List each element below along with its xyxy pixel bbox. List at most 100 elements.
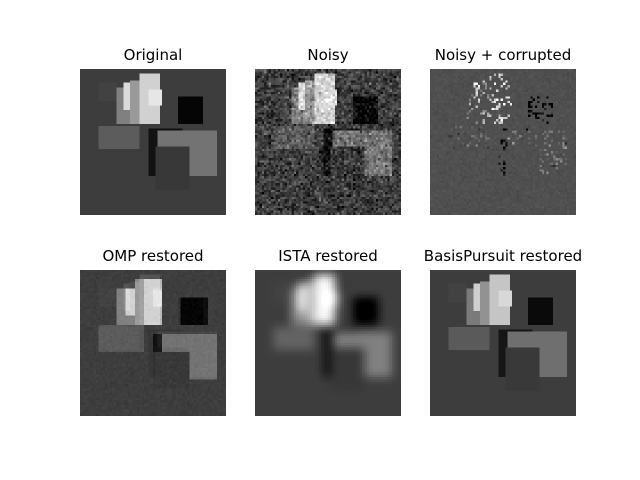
heatmap-cell xyxy=(205,144,208,147)
heatmap-cell xyxy=(264,84,267,88)
heatmap-cell xyxy=(89,153,92,156)
heatmap-cell xyxy=(366,87,370,90)
heatmap-cell xyxy=(286,89,290,92)
heatmap-cell xyxy=(153,98,156,101)
heatmap-cell xyxy=(91,71,94,74)
heatmap-cell xyxy=(168,75,172,79)
heatmap-cell xyxy=(366,80,370,83)
heatmap-cell xyxy=(150,167,154,170)
heatmap-cell xyxy=(191,157,195,161)
heatmap-cell xyxy=(187,162,190,165)
heatmap-cell xyxy=(93,130,97,133)
heatmap-cell xyxy=(212,107,215,111)
heatmap-cell xyxy=(194,205,197,209)
heatmap-cell xyxy=(180,80,183,83)
heatmap-cell xyxy=(214,135,217,138)
heatmap-cell xyxy=(212,169,215,172)
heatmap-cell xyxy=(159,146,163,149)
heatmap-cell xyxy=(153,94,156,97)
heatmap-cell xyxy=(164,144,167,147)
heatmap-cell xyxy=(95,205,99,209)
heatmap-cell xyxy=(82,73,85,76)
heatmap-cell xyxy=(223,212,226,215)
heatmap-cell xyxy=(155,157,158,161)
heatmap-cell xyxy=(282,71,285,74)
heatmap-cell xyxy=(375,91,379,95)
heatmap-cell xyxy=(162,100,165,104)
heatmap-cell xyxy=(221,148,224,152)
heatmap-cell xyxy=(114,187,117,190)
heatmap-cell xyxy=(200,169,204,172)
heatmap-cell xyxy=(223,121,226,124)
heatmap-cell xyxy=(196,201,199,204)
heatmap-cell xyxy=(84,89,87,92)
heatmap-cell xyxy=(109,123,112,127)
heatmap-cell xyxy=(143,189,147,193)
heatmap-cell xyxy=(80,210,83,213)
heatmap-cell xyxy=(385,98,388,101)
heatmap-cell xyxy=(207,112,211,115)
heatmap-cell xyxy=(212,126,215,129)
heatmap-cell xyxy=(116,201,119,204)
heatmap-cell xyxy=(130,148,133,152)
heatmap-cell xyxy=(210,178,213,181)
heatmap-cell xyxy=(189,169,192,172)
heatmap-cell xyxy=(325,71,329,74)
heatmap-cell xyxy=(164,208,167,211)
heatmap-cell xyxy=(89,205,92,209)
heatmap-cell xyxy=(162,119,165,122)
heatmap-cell xyxy=(123,80,126,83)
heatmap-cell xyxy=(323,89,326,92)
heatmap-cell xyxy=(189,171,192,174)
heatmap-cell xyxy=(219,73,222,76)
heatmap-cell xyxy=(198,107,201,111)
heatmap-cell xyxy=(118,110,122,113)
heatmap-cell xyxy=(178,171,181,174)
heatmap-cell xyxy=(153,130,156,133)
heatmap-cell xyxy=(127,203,131,206)
heatmap-cell xyxy=(375,75,379,79)
heatmap-cell xyxy=(98,208,101,211)
heatmap-cell xyxy=(93,160,97,163)
heatmap-cell xyxy=(162,69,165,72)
heatmap-cell xyxy=(137,153,140,156)
heatmap-cell xyxy=(100,144,103,147)
heatmap-cell xyxy=(261,82,265,86)
heatmap-cell xyxy=(355,78,358,81)
heatmap-cell xyxy=(180,155,183,159)
heatmap-cell xyxy=(219,203,222,206)
heatmap-cell xyxy=(191,105,195,108)
heatmap-cell xyxy=(86,153,90,156)
heatmap-cell xyxy=(255,69,258,72)
heatmap-cell xyxy=(194,73,197,76)
heatmap-cell xyxy=(132,167,135,170)
heatmap-cell xyxy=(219,210,222,213)
heatmap-cell xyxy=(155,73,158,76)
heatmap-cell xyxy=(359,80,363,83)
heatmap-cell xyxy=(189,160,192,163)
heatmap-cell xyxy=(221,91,224,95)
heatmap-cell xyxy=(300,87,303,90)
heatmap-cell xyxy=(223,203,226,206)
heatmap-cell xyxy=(148,199,151,202)
heatmap-cell xyxy=(341,78,345,81)
heatmap-cell xyxy=(194,180,197,184)
heatmap-cell xyxy=(200,82,204,86)
heatmap-cell xyxy=(114,171,117,174)
heatmap-cell xyxy=(396,78,399,81)
heatmap-cell xyxy=(102,91,106,95)
heatmap-cell xyxy=(102,178,106,181)
heatmap-cell xyxy=(207,87,211,90)
heatmap-cell xyxy=(155,128,158,131)
heatmap-cell xyxy=(137,185,140,188)
heatmap-cell xyxy=(137,89,140,92)
heatmap-cell xyxy=(84,96,87,99)
heatmap-cell xyxy=(353,75,356,79)
heatmap-cell xyxy=(125,210,128,213)
heatmap-cell xyxy=(337,69,340,72)
heatmap-cell xyxy=(171,192,174,195)
heatmap-cell xyxy=(371,96,374,99)
heatmap-cell xyxy=(189,176,192,179)
heatmap-cell xyxy=(127,130,131,133)
heatmap-cell xyxy=(146,78,149,81)
